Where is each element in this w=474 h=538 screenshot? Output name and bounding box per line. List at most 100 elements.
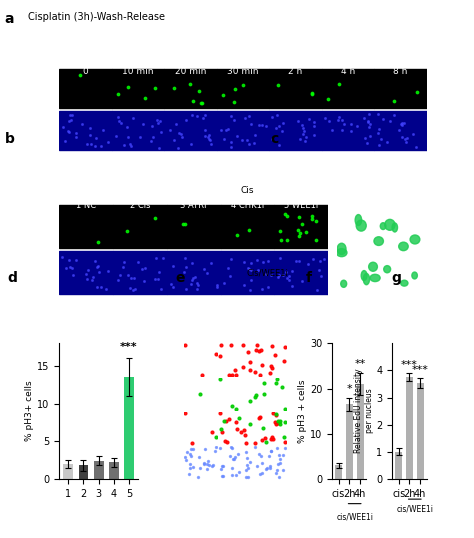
Point xyxy=(115,90,122,99)
Point xyxy=(227,138,235,146)
Point xyxy=(72,256,80,264)
Point xyxy=(182,409,189,417)
Point xyxy=(72,129,80,137)
Point xyxy=(186,80,194,89)
Point xyxy=(189,463,197,471)
Point xyxy=(141,264,148,273)
Point xyxy=(228,370,236,379)
Point xyxy=(201,132,209,140)
Point xyxy=(338,126,346,134)
Text: 2 h: 2 h xyxy=(288,67,302,76)
Point xyxy=(228,341,235,349)
Point xyxy=(182,453,189,462)
Point xyxy=(246,366,254,374)
Point xyxy=(259,423,266,432)
Point xyxy=(336,112,343,121)
Point xyxy=(254,266,261,274)
Bar xyxy=(395,452,402,479)
Point xyxy=(302,228,310,236)
Bar xyxy=(64,464,73,479)
Point xyxy=(236,414,243,422)
Point xyxy=(126,284,134,292)
Point xyxy=(201,444,209,453)
Bar xyxy=(79,465,88,479)
Point xyxy=(191,273,199,281)
Point xyxy=(239,363,247,371)
Point xyxy=(272,409,280,418)
Point xyxy=(365,110,373,118)
Bar xyxy=(59,205,113,248)
Point xyxy=(231,116,238,124)
Y-axis label: % pH3 + cells: % pH3 + cells xyxy=(298,379,307,443)
Point xyxy=(395,126,402,134)
Text: DAPI: DAPI xyxy=(47,263,56,282)
Point xyxy=(226,415,233,424)
Point xyxy=(310,121,318,130)
Point xyxy=(205,461,213,469)
Point xyxy=(298,121,306,130)
Point xyxy=(169,282,176,291)
Point xyxy=(196,453,203,462)
Point xyxy=(65,128,73,137)
Point xyxy=(412,143,419,151)
Point xyxy=(225,371,233,379)
Point xyxy=(244,135,251,144)
Point xyxy=(151,214,159,222)
Text: 4 h: 4 h xyxy=(341,67,355,76)
Point xyxy=(398,120,405,129)
Bar xyxy=(220,251,274,294)
Point xyxy=(228,443,235,452)
Point xyxy=(231,452,238,461)
Text: Cisplatin (3h)-Wash-Release: Cisplatin (3h)-Wash-Release xyxy=(28,12,165,22)
Ellipse shape xyxy=(363,273,370,285)
Ellipse shape xyxy=(337,243,346,254)
Point xyxy=(260,390,268,398)
Point xyxy=(177,129,184,138)
Point xyxy=(280,450,287,459)
Point xyxy=(313,286,321,294)
Bar xyxy=(109,462,118,479)
Point xyxy=(247,265,255,274)
Ellipse shape xyxy=(361,271,367,280)
Point xyxy=(338,116,346,124)
Point xyxy=(250,139,257,147)
Point xyxy=(318,272,325,280)
Point xyxy=(353,121,361,130)
Point xyxy=(347,119,355,128)
Point xyxy=(91,257,99,265)
Point xyxy=(294,116,301,125)
Point xyxy=(208,428,215,436)
Point xyxy=(244,463,252,472)
Point xyxy=(230,98,237,107)
Bar xyxy=(269,111,322,151)
Point xyxy=(134,258,142,267)
Text: 1 NC: 1 NC xyxy=(76,201,96,210)
Point xyxy=(253,462,260,470)
Point xyxy=(274,419,282,427)
Point xyxy=(182,263,190,271)
Point xyxy=(272,124,280,133)
Bar xyxy=(406,377,413,479)
Point xyxy=(252,346,259,355)
Point xyxy=(253,255,261,264)
Text: d: d xyxy=(7,271,17,285)
Point xyxy=(390,111,398,119)
Point xyxy=(251,392,258,401)
Text: 20 min: 20 min xyxy=(175,67,206,76)
Ellipse shape xyxy=(401,280,408,286)
Point xyxy=(297,229,304,237)
Point xyxy=(234,450,241,458)
Point xyxy=(308,211,315,220)
Point xyxy=(276,253,284,262)
Point xyxy=(104,138,111,146)
Text: cis/WEE1i: cis/WEE1i xyxy=(336,513,373,522)
Point xyxy=(335,80,343,88)
Point xyxy=(274,460,282,469)
Point xyxy=(128,274,135,283)
Point xyxy=(218,471,226,480)
Point xyxy=(196,464,203,472)
Point xyxy=(219,428,226,436)
Point xyxy=(232,471,240,480)
Point xyxy=(309,254,316,263)
Point xyxy=(84,266,92,275)
